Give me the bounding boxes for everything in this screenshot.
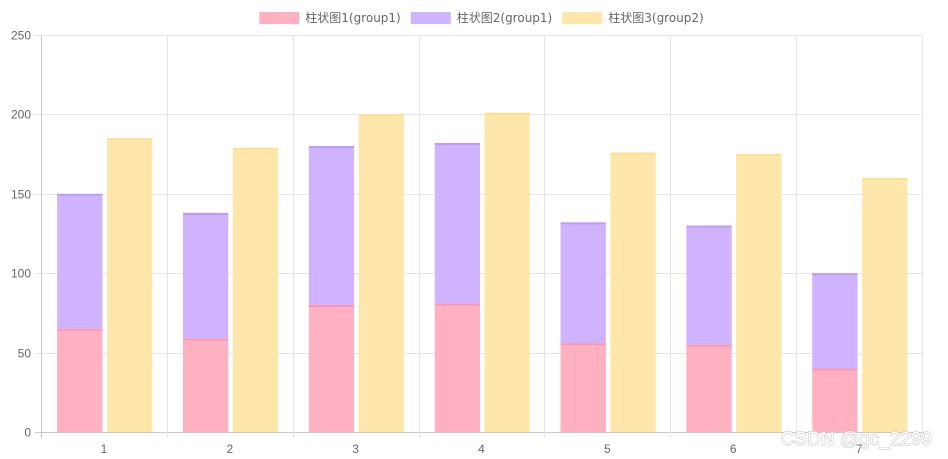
y-tick-label: 150 xyxy=(11,188,31,202)
legend: 柱状图1(group1) 柱状图2(group1) 柱状图3(group2) xyxy=(259,10,704,25)
bar-group2-series-3 xyxy=(610,152,656,432)
bar-group1-series-1 xyxy=(812,368,858,432)
bar-group1-series-2 xyxy=(686,225,732,345)
x-tick-label: 6 xyxy=(730,442,737,456)
x-axis: 1 2 3 4 5 6 7 xyxy=(101,442,863,456)
bar-group2-series-3 xyxy=(106,138,153,432)
legend-label: 柱状图2(group1) xyxy=(457,10,553,25)
bar-group1-series-1 xyxy=(560,343,606,432)
x-tick-label: 2 xyxy=(226,442,233,456)
y-tick-label: 100 xyxy=(11,267,31,281)
bar-group1-series-1 xyxy=(686,344,732,432)
legend-label: 柱状图1(group1) xyxy=(305,10,401,25)
bar-group1-series-1 xyxy=(434,303,480,432)
watermark: CSDN @gc_2299 xyxy=(781,429,932,450)
bar-group1-series-1 xyxy=(57,328,103,432)
y-tick-label: 200 xyxy=(11,108,31,122)
legend-item[interactable]: 柱状图3(group2) xyxy=(562,10,704,25)
bar-group2-series-3 xyxy=(862,177,908,432)
legend-item[interactable]: 柱状图2(group1) xyxy=(410,10,553,25)
y-axis: 0 50 100 150 200 250 xyxy=(11,29,31,440)
legend-swatch xyxy=(410,12,451,24)
bar-group2-series-3 xyxy=(736,154,782,432)
bar-group2-series-3 xyxy=(484,112,530,432)
bar-group1-series-1 xyxy=(182,338,229,432)
x-tick-label: 5 xyxy=(604,442,611,456)
legend-swatch xyxy=(562,12,603,24)
x-tick-label: 3 xyxy=(352,442,359,456)
legend-swatch xyxy=(259,12,300,24)
bar-group1-series-2 xyxy=(308,146,355,305)
y-tick-label: 0 xyxy=(24,426,31,440)
y-tick-label: 50 xyxy=(18,347,32,361)
x-tick-label: 4 xyxy=(478,442,485,456)
bar-group1-series-1 xyxy=(308,304,355,432)
legend-item[interactable]: 柱状图1(group1) xyxy=(259,10,401,25)
bars xyxy=(57,112,908,433)
y-tick-label: 250 xyxy=(11,29,31,43)
bar-group1-series-2 xyxy=(434,142,480,304)
grid xyxy=(35,35,923,438)
bar-group1-series-2 xyxy=(182,212,229,339)
bar-group2-series-3 xyxy=(358,114,404,433)
bar-group1-series-2 xyxy=(57,193,103,329)
bar-group2-series-3 xyxy=(232,147,279,433)
legend-label: 柱状图3(group2) xyxy=(608,10,704,25)
bar-group1-series-2 xyxy=(560,222,606,344)
bar-group1-series-2 xyxy=(812,273,858,369)
x-tick-label: 7 xyxy=(856,442,863,456)
x-tick-label: 1 xyxy=(101,442,108,456)
